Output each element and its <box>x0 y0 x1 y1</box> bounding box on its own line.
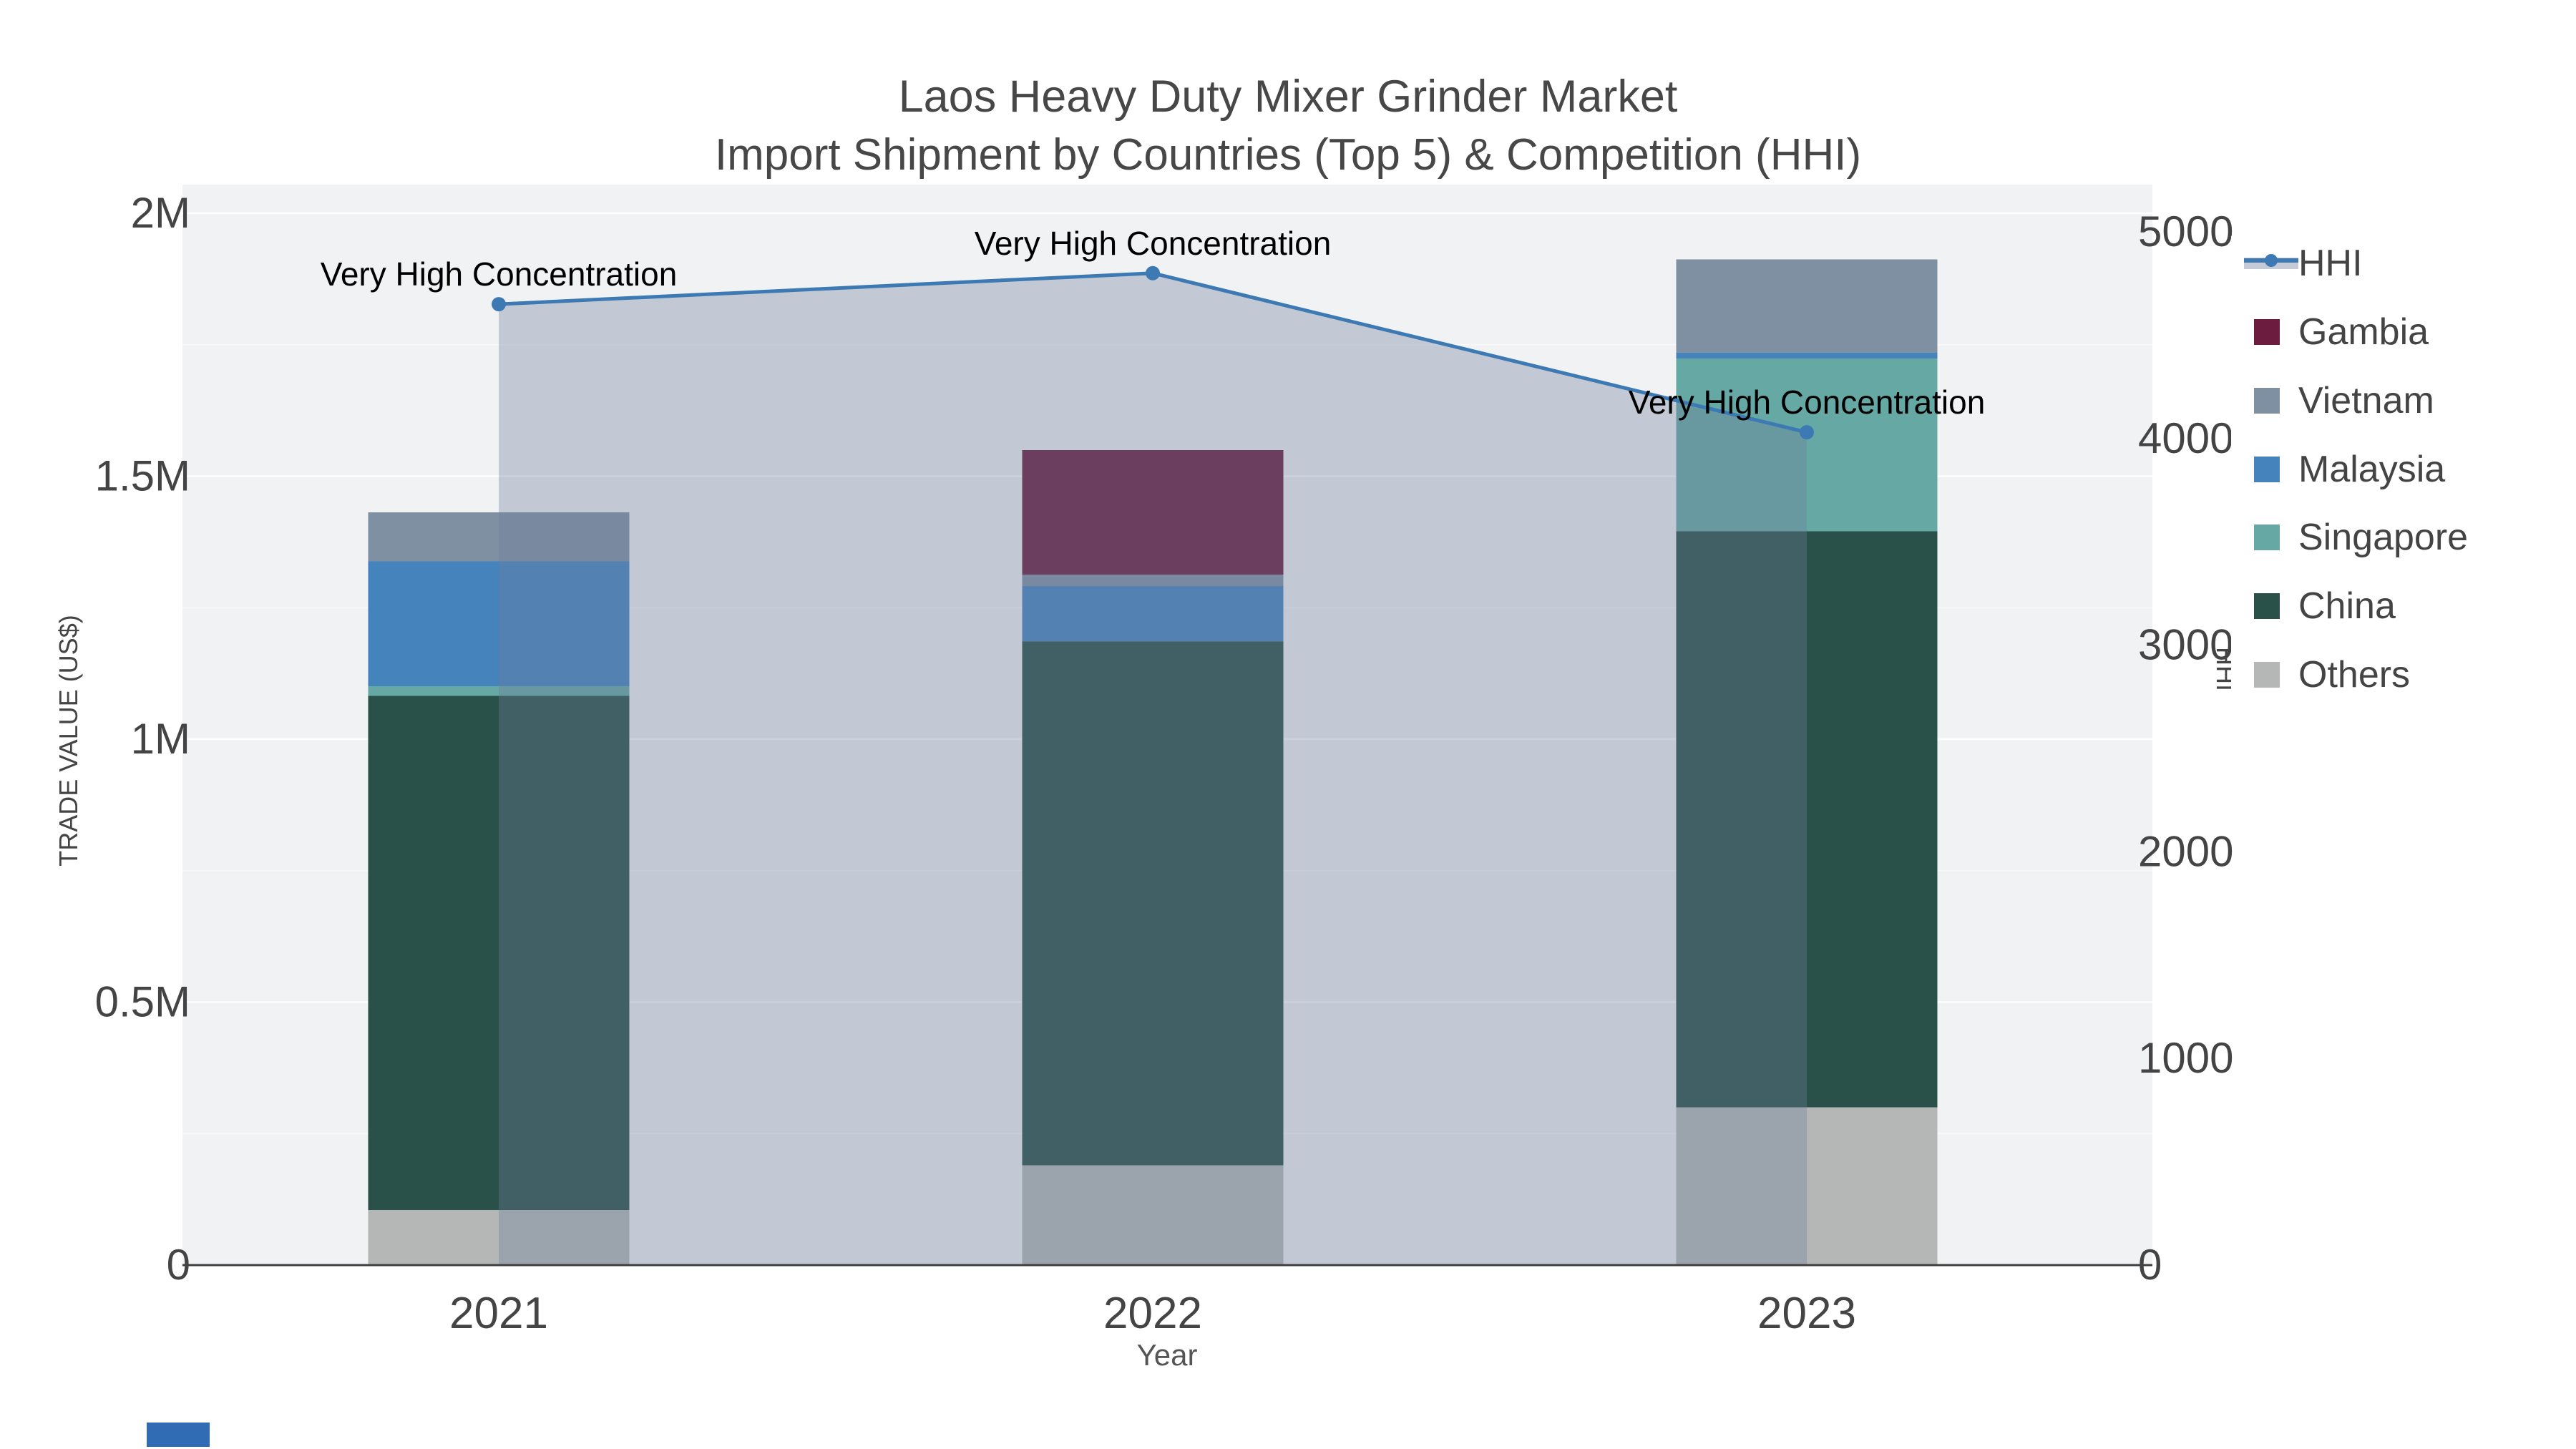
legend-label-vietnam[interactable]: Vietnam <box>2298 380 2434 421</box>
annotation-2022: Very High Concentration <box>975 225 1332 262</box>
hhi-marker-2022[interactable] <box>1146 265 1160 280</box>
bar-segment-china-2022[interactable] <box>1022 641 1284 1166</box>
legend-swatch-others[interactable] <box>2254 662 2280 688</box>
y-left-tick: 1M <box>131 715 190 763</box>
y-left-tick: 0.5M <box>95 978 190 1026</box>
legend-hhi-marker-swatch[interactable] <box>2265 254 2278 267</box>
legend-label-hhi[interactable]: HHI <box>2298 243 2363 284</box>
bar-segment-malaysia-2022[interactable] <box>1022 586 1284 642</box>
legend-label-others[interactable]: Others <box>2298 654 2410 696</box>
y-left-tick: 0 <box>167 1241 190 1289</box>
x-tick-2022: 2022 <box>1103 1289 1202 1338</box>
annotation-2023: Very High Concentration <box>1629 384 1986 421</box>
hhi-marker-2023[interactable] <box>1800 425 1814 440</box>
y-right-tick: 5000 <box>2138 208 2233 255</box>
y-left-tick: 2M <box>131 189 190 237</box>
legend-swatch-malaysia[interactable] <box>2254 457 2280 482</box>
legend-background <box>2231 236 2575 705</box>
bar-segment-singapore-2021[interactable] <box>368 686 630 696</box>
legend-label-singapore[interactable]: Singapore <box>2298 517 2468 558</box>
bar-segment-vietnam-2022[interactable] <box>1022 574 1284 587</box>
hhi-marker-2021[interactable] <box>492 297 506 312</box>
bar-segment-others-2023[interactable] <box>1676 1107 1938 1266</box>
legend-swatch-singapore[interactable] <box>2254 525 2280 550</box>
watermark-logo <box>147 1423 210 1447</box>
y-right-tick: 2000 <box>2138 827 2233 875</box>
chart-title: Laos Heavy Duty Mixer Grinder Market <box>898 72 1678 122</box>
legend-swatch-gambia[interactable] <box>2254 319 2280 345</box>
bar-segment-vietnam-2023[interactable] <box>1676 259 1938 353</box>
y-right-tick: 1000 <box>2138 1034 2233 1082</box>
x-tick-2023: 2023 <box>1757 1289 1856 1338</box>
bar-segment-gambia-2022[interactable] <box>1022 449 1284 575</box>
legend-swatch-vietnam[interactable] <box>2254 388 2280 414</box>
bar-segment-others-2022[interactable] <box>1022 1165 1284 1265</box>
y-right-tick: 0 <box>2138 1241 2162 1289</box>
bar-segment-china-2023[interactable] <box>1676 531 1938 1108</box>
y-left-tick: 1.5M <box>95 452 190 500</box>
y-right-tick: 3000 <box>2138 621 2233 669</box>
y-right-tick: 4000 <box>2138 414 2233 462</box>
bar-segment-malaysia-2023[interactable] <box>1676 352 1938 358</box>
bar-segment-malaysia-2021[interactable] <box>368 561 630 686</box>
x-tick-2021: 2021 <box>449 1289 548 1338</box>
legend-label-china[interactable]: China <box>2298 585 2396 627</box>
hhi-area <box>499 273 1807 1265</box>
bar-segment-others-2021[interactable] <box>368 1209 630 1265</box>
legend-label-malaysia[interactable]: Malaysia <box>2298 449 2445 490</box>
y-left-axis-title: TRADE VALUE (US$) <box>54 615 83 866</box>
legend-label-gambia[interactable]: Gambia <box>2298 311 2429 353</box>
legend-swatch-china[interactable] <box>2254 593 2280 619</box>
x-axis-title: Year <box>1137 1338 1198 1372</box>
bar-segment-china-2021[interactable] <box>368 696 630 1210</box>
annotation-2021: Very High Concentration <box>321 255 678 293</box>
bar-segment-singapore-2023[interactable] <box>1676 358 1938 532</box>
chart-title-block: Laos Heavy Duty Mixer Grinder Market Imp… <box>0 67 2576 185</box>
bar-segment-vietnam-2021[interactable] <box>368 512 630 562</box>
chart-subtitle: Import Shipment by Countries (Top 5) & C… <box>714 130 1862 180</box>
